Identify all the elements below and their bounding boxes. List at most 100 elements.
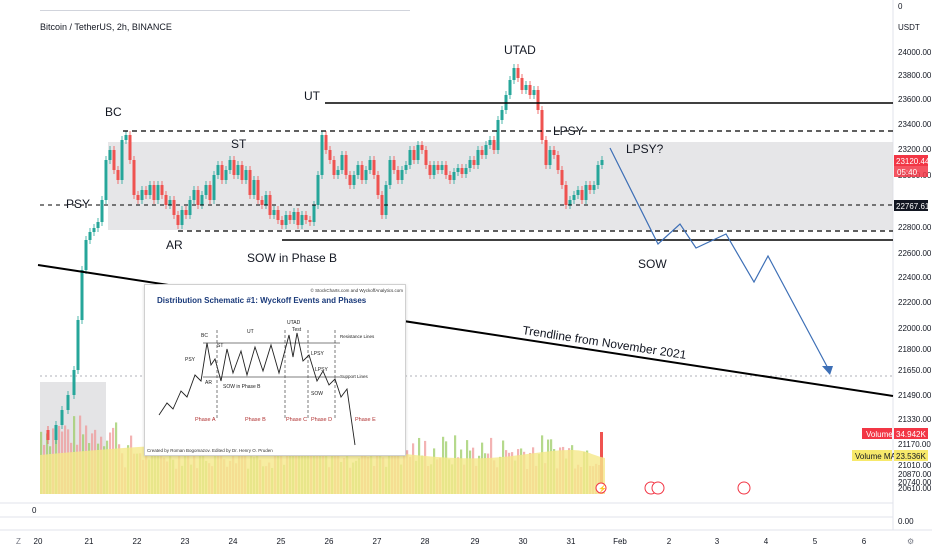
price-axis-tick: 22600.00 (898, 249, 932, 258)
price-axis-tick: 22200.00 (898, 298, 932, 307)
candle-body (244, 170, 248, 180)
candle-body (572, 195, 576, 200)
price-axis-tick: 20610.00 (898, 484, 932, 493)
inset-phase-e: Phase E (355, 417, 376, 423)
level-price-value: 22767.61 (896, 202, 930, 211)
candle-body (272, 210, 276, 215)
price-axis-tick: 21490.00 (898, 391, 932, 400)
candle-body (224, 170, 228, 180)
price-axis-tick: 21170.00 (898, 440, 931, 449)
inset-label-test: Test (292, 327, 302, 333)
scale-settings-icon[interactable]: ⚙ (907, 537, 914, 546)
candle-body (264, 195, 268, 205)
inset-phase-c: Phase C (286, 417, 307, 423)
candle-body (196, 190, 200, 205)
candle-body (108, 150, 112, 160)
candle-body (484, 145, 488, 155)
candle-body (232, 160, 236, 175)
inset-label-sow-b: SOW in Phase B (223, 384, 261, 390)
candle-body (92, 228, 96, 232)
candle-body (204, 185, 208, 195)
candle-body (88, 232, 92, 240)
time-axis-tick: Feb (613, 537, 627, 546)
candle-body (80, 270, 84, 320)
price-axis-tick: 23200.00 (898, 145, 932, 154)
candle-body (228, 160, 232, 170)
candle-body (508, 80, 512, 95)
candle-body (556, 155, 560, 170)
candle-body (320, 135, 324, 175)
price-axis-tick: 22400.00 (898, 273, 932, 282)
candle-body (448, 175, 452, 180)
candle-body (352, 175, 356, 185)
wyckoff-schematic-inset: © StockCharts.com and WyckoffAnalytics.c… (144, 284, 406, 456)
candle-body (340, 155, 344, 170)
annotation-psy: PSY (66, 197, 90, 211)
candle-body (220, 165, 224, 180)
price-axis-tick: 20740.00 (898, 478, 932, 487)
candle-body (180, 210, 184, 225)
candle-body (376, 175, 380, 195)
candle-body (124, 135, 128, 140)
annotation-lpsy: LPSY (553, 124, 584, 138)
annotation-st: ST (231, 137, 247, 151)
candle-body (360, 165, 364, 180)
candle-body (216, 165, 220, 175)
candle-body (176, 215, 180, 225)
candle-body (112, 150, 116, 170)
price-axis-tick: 22000.00 (898, 324, 932, 333)
candle-body (420, 145, 424, 150)
candle-body (404, 165, 408, 170)
time-axis-tick: 4 (764, 537, 769, 546)
candle-body (116, 170, 120, 180)
candle-body (336, 170, 340, 175)
candle-body (356, 165, 360, 175)
flash-icon[interactable] (595, 482, 607, 494)
candle-body (172, 200, 176, 215)
zoom-icon[interactable]: Z (16, 537, 21, 546)
candle-body (464, 168, 468, 174)
annotation-utad: UTAD (504, 43, 536, 57)
candle-body (72, 370, 76, 395)
candle-body (596, 165, 600, 185)
candle-body (408, 150, 412, 165)
candle-body (480, 150, 484, 155)
inset-phase-b: Phase B (245, 417, 266, 423)
event-flag-icon[interactable] (737, 481, 751, 495)
time-axis-tick: 24 (229, 537, 238, 546)
projection-arrowhead (822, 366, 833, 375)
chart-title: Bitcoin / TetherUS, 2h, BINANCE (40, 22, 172, 32)
candle-body (472, 160, 476, 165)
candle-body (532, 90, 536, 95)
candle-body (280, 220, 284, 225)
candle-body (444, 165, 448, 175)
event-flag-icon[interactable] (651, 481, 665, 495)
candle-body (136, 195, 140, 200)
price-axis[interactable]: 24000.00 23800.00 23600.00 23400.00 23200.00… (898, 48, 932, 493)
candle-body (248, 170, 252, 195)
candle-body (128, 135, 132, 160)
candle-body (568, 200, 572, 205)
time-axis[interactable]: 20 21 22 23 24 25 26 27 28 29 30 31 Feb 2 3 4 5 6 (34, 537, 867, 546)
time-axis-tick: 21 (85, 537, 94, 546)
volume-ma-label-badge (852, 450, 892, 461)
candle-body (372, 160, 376, 175)
price-axis-tick: 23400.00 (898, 120, 932, 129)
projection-path (609, 147, 831, 373)
candle-body (600, 160, 604, 165)
candle-body (84, 240, 88, 270)
inset-resistance-label: Resistance Lines (340, 334, 375, 339)
candle-body (332, 160, 336, 175)
candle-body (560, 170, 564, 185)
time-axis-tick: 26 (325, 537, 334, 546)
price-axis-tick: 21330.00 (898, 415, 932, 424)
candle-body (152, 185, 156, 200)
candle-body (252, 180, 256, 195)
candle-body (304, 215, 308, 220)
countdown-value: 05:40 (897, 168, 918, 177)
candle-body (324, 135, 328, 150)
candle-body (524, 85, 528, 90)
candle-body (188, 200, 192, 215)
time-axis-tick: 20 (34, 537, 43, 546)
